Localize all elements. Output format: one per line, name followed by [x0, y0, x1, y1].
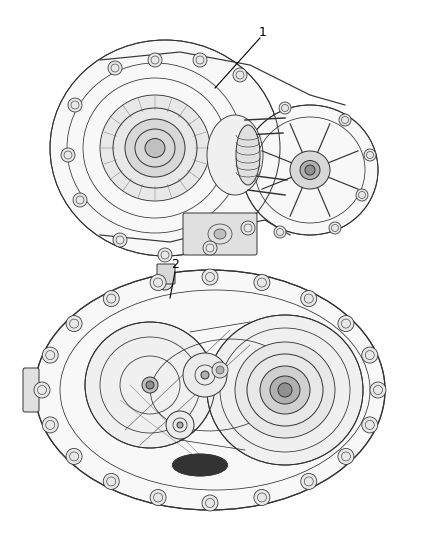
- FancyBboxPatch shape: [183, 213, 257, 255]
- Ellipse shape: [290, 151, 330, 189]
- Ellipse shape: [270, 376, 300, 404]
- Circle shape: [201, 371, 209, 379]
- Circle shape: [177, 422, 183, 428]
- FancyBboxPatch shape: [157, 264, 175, 284]
- Ellipse shape: [100, 95, 210, 201]
- Circle shape: [146, 381, 154, 389]
- Circle shape: [166, 411, 194, 439]
- Ellipse shape: [356, 189, 368, 201]
- Ellipse shape: [68, 98, 82, 112]
- Circle shape: [34, 382, 50, 398]
- Ellipse shape: [61, 148, 75, 162]
- Circle shape: [254, 274, 270, 290]
- Ellipse shape: [148, 53, 162, 67]
- Circle shape: [338, 448, 354, 464]
- Ellipse shape: [85, 322, 215, 448]
- Ellipse shape: [173, 454, 227, 476]
- Ellipse shape: [35, 270, 385, 510]
- Ellipse shape: [260, 366, 310, 414]
- Circle shape: [202, 269, 218, 285]
- Ellipse shape: [279, 102, 291, 114]
- Circle shape: [42, 417, 58, 433]
- Text: 2: 2: [171, 259, 179, 271]
- Circle shape: [212, 362, 228, 378]
- Circle shape: [150, 274, 166, 290]
- Ellipse shape: [108, 61, 122, 75]
- Ellipse shape: [214, 229, 226, 239]
- Circle shape: [301, 290, 317, 306]
- Ellipse shape: [274, 226, 286, 238]
- Circle shape: [362, 347, 378, 363]
- Ellipse shape: [73, 193, 87, 207]
- Circle shape: [362, 417, 378, 433]
- Circle shape: [370, 382, 386, 398]
- Ellipse shape: [305, 165, 315, 175]
- Ellipse shape: [364, 149, 376, 161]
- Circle shape: [150, 489, 166, 505]
- Ellipse shape: [193, 53, 207, 67]
- Ellipse shape: [233, 68, 247, 82]
- Circle shape: [338, 316, 354, 332]
- Circle shape: [142, 377, 158, 393]
- Circle shape: [183, 353, 227, 397]
- Circle shape: [42, 347, 58, 363]
- Ellipse shape: [242, 105, 378, 235]
- Circle shape: [301, 473, 317, 489]
- Ellipse shape: [236, 125, 260, 185]
- Circle shape: [216, 366, 224, 374]
- Ellipse shape: [241, 221, 255, 235]
- Circle shape: [103, 290, 119, 306]
- Ellipse shape: [278, 383, 292, 397]
- Ellipse shape: [207, 315, 363, 465]
- Ellipse shape: [235, 342, 335, 438]
- Ellipse shape: [203, 241, 217, 255]
- Text: 1: 1: [259, 27, 267, 39]
- Ellipse shape: [158, 248, 172, 262]
- Ellipse shape: [50, 40, 280, 256]
- Ellipse shape: [157, 274, 173, 290]
- Ellipse shape: [145, 139, 165, 157]
- Ellipse shape: [329, 222, 341, 234]
- Circle shape: [103, 473, 119, 489]
- Circle shape: [254, 489, 270, 505]
- FancyBboxPatch shape: [23, 368, 39, 412]
- Circle shape: [66, 448, 82, 464]
- Ellipse shape: [207, 115, 263, 195]
- Ellipse shape: [300, 160, 320, 180]
- Ellipse shape: [125, 119, 185, 177]
- Ellipse shape: [339, 114, 351, 126]
- Ellipse shape: [113, 233, 127, 247]
- Circle shape: [66, 316, 82, 332]
- Circle shape: [202, 495, 218, 511]
